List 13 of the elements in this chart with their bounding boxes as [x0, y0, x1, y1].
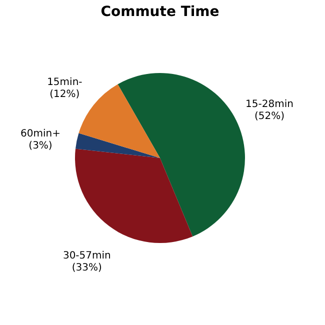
pie-slice: [118, 73, 245, 236]
slice-label: 60min+: [20, 128, 60, 140]
slice-label: 30-57min: [62, 250, 111, 262]
pie-slice: [75, 148, 193, 243]
data-label: (52%): [254, 111, 285, 122]
chart-title: Commute Time: [100, 4, 220, 20]
data-label: (3%): [28, 140, 52, 152]
data-label: (33%): [72, 262, 102, 274]
pie-slice: [76, 133, 160, 158]
pie-slice: [78, 84, 160, 158]
data-label: (12%): [50, 88, 80, 100]
slice-label: 15min-: [47, 76, 83, 88]
slice-label: 15-28min: [246, 99, 294, 110]
